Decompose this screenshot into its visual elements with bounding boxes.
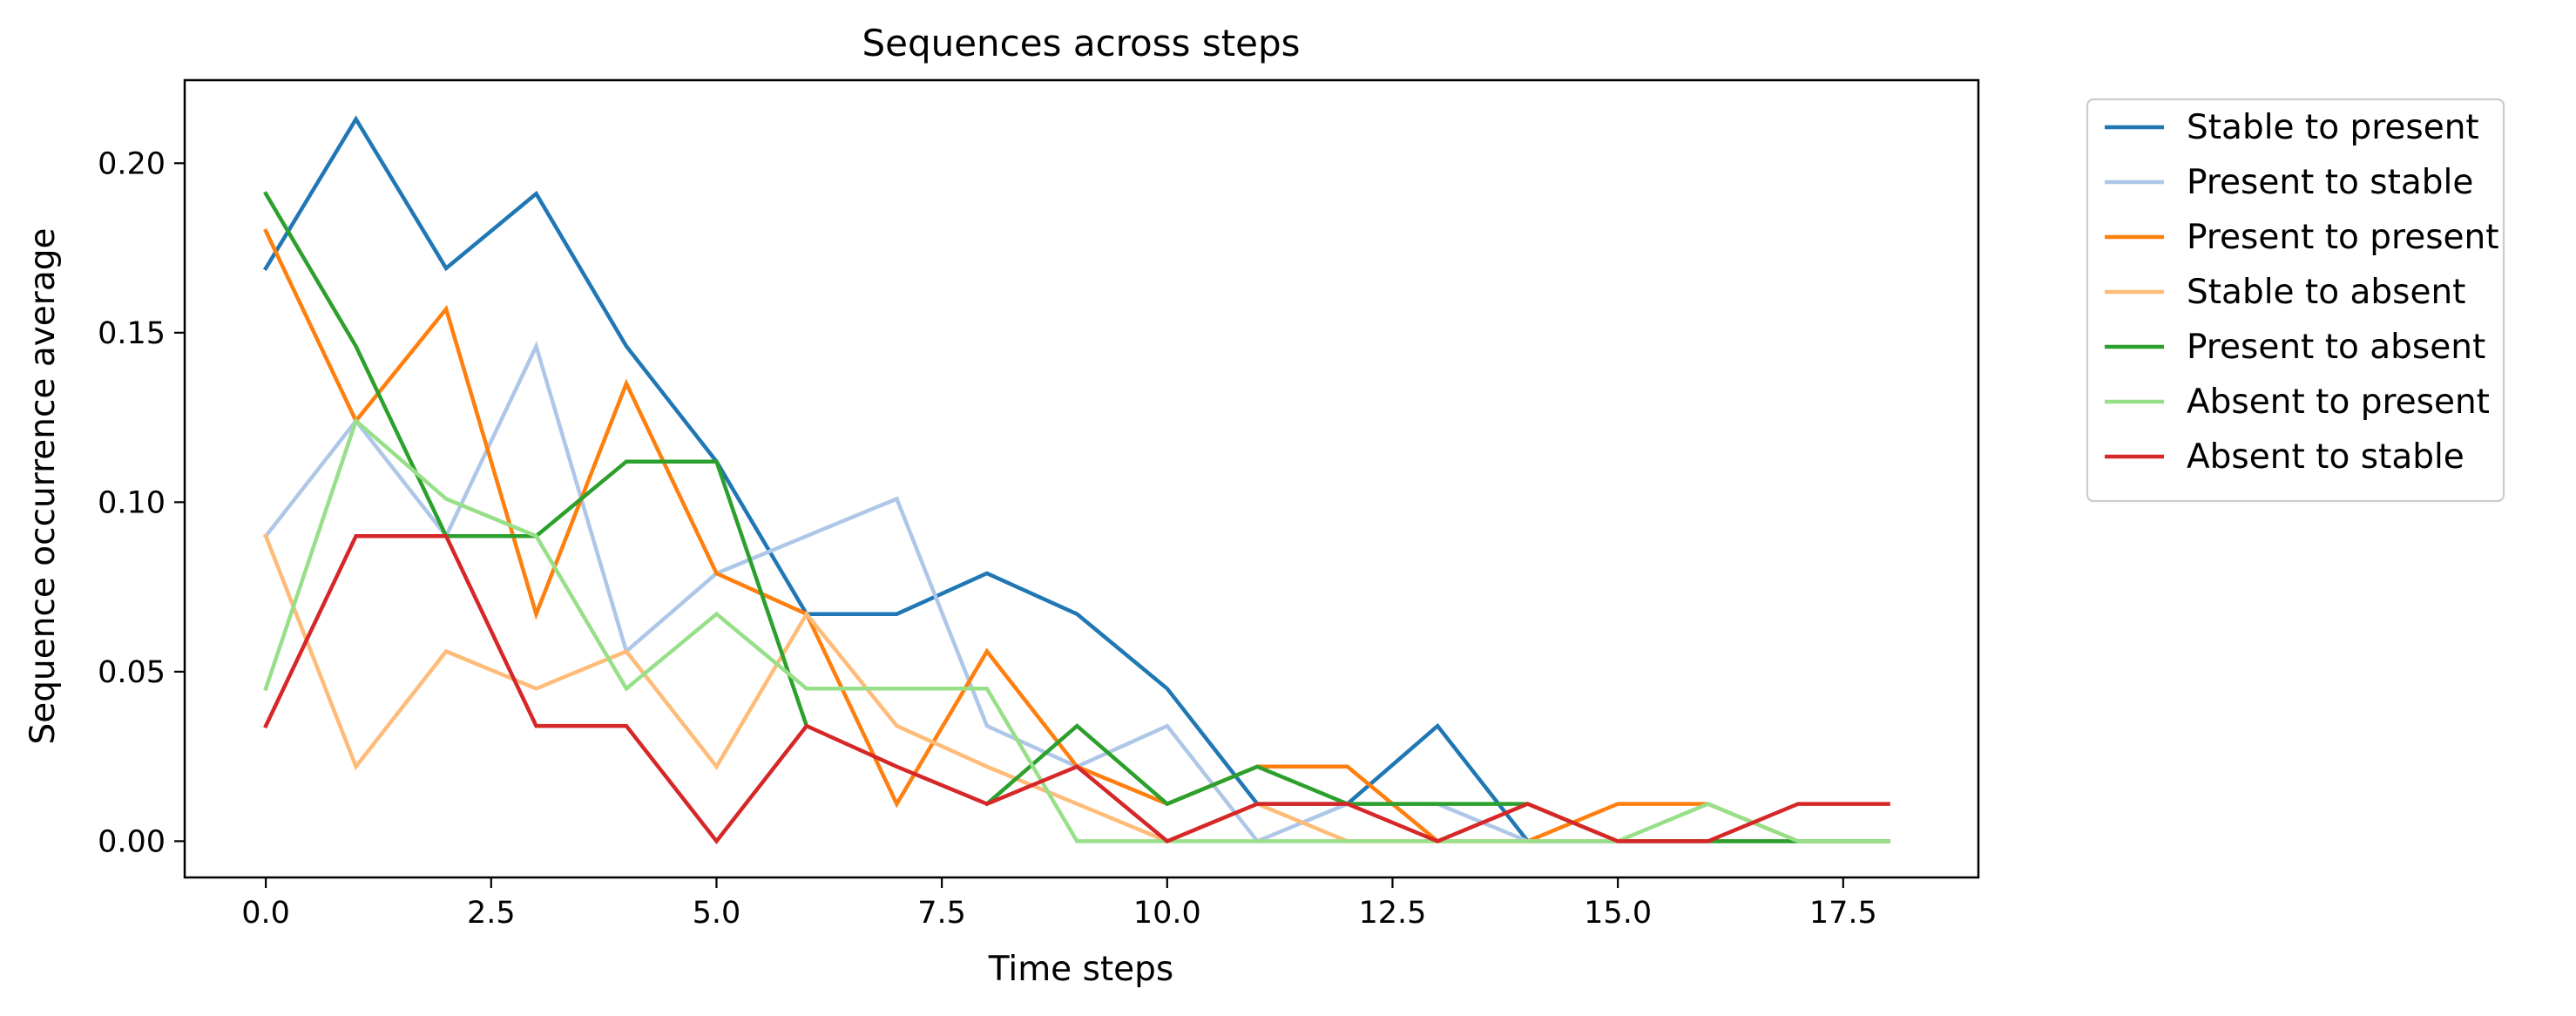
x-tick-label: 12.5 xyxy=(1358,896,1426,931)
series-line-0 xyxy=(263,115,1890,843)
plot-lines xyxy=(262,115,1890,845)
y-axis-label: Sequence occurrence average xyxy=(24,228,63,745)
y-tick-label: 0.10 xyxy=(98,485,166,520)
legend-label: Present to stable xyxy=(2187,163,2473,202)
x-tick-label: 15.0 xyxy=(1584,896,1652,931)
legend: Stable to present Present to stable Presen… xyxy=(2086,98,2505,503)
x-tick-label: 2.5 xyxy=(467,896,516,931)
x-tick-label: 17.5 xyxy=(1809,896,1877,931)
y-tick-label: 0.00 xyxy=(98,824,166,859)
x-tick-label: 5.0 xyxy=(693,896,741,931)
x-tick-label: 7.5 xyxy=(917,896,966,931)
legend-label: Stable to present xyxy=(2187,108,2479,147)
x-axis-ticks: 0.0 2.5 5.0 7.5 10.0 12.5 15.0 17.5 xyxy=(241,877,1877,931)
legend-label: Stable to absent xyxy=(2187,273,2465,312)
x-axis-label: Time steps xyxy=(988,950,1174,989)
y-tick-label: 0.05 xyxy=(98,655,166,690)
y-tick-label: 0.20 xyxy=(98,146,166,181)
y-axis-ticks: 0.00 0.05 0.10 0.15 0.20 xyxy=(98,146,185,859)
legend-label: Present to present xyxy=(2187,218,2499,257)
x-tick-label: 10.0 xyxy=(1133,896,1201,931)
chart-title: Sequences across steps xyxy=(862,22,1300,64)
series-line-3 xyxy=(263,533,1890,843)
legend-label: Present to absent xyxy=(2187,328,2485,367)
legend-label: Absent to present xyxy=(2187,383,2490,422)
legend-label: Absent to stable xyxy=(2187,437,2464,477)
x-tick-label: 0.0 xyxy=(241,896,290,931)
plot-frame xyxy=(183,78,1980,879)
series-line-5 xyxy=(263,417,1890,843)
legend-box xyxy=(2086,98,2505,503)
series-line-6 xyxy=(263,533,1890,845)
y-tick-label: 0.15 xyxy=(98,316,166,351)
